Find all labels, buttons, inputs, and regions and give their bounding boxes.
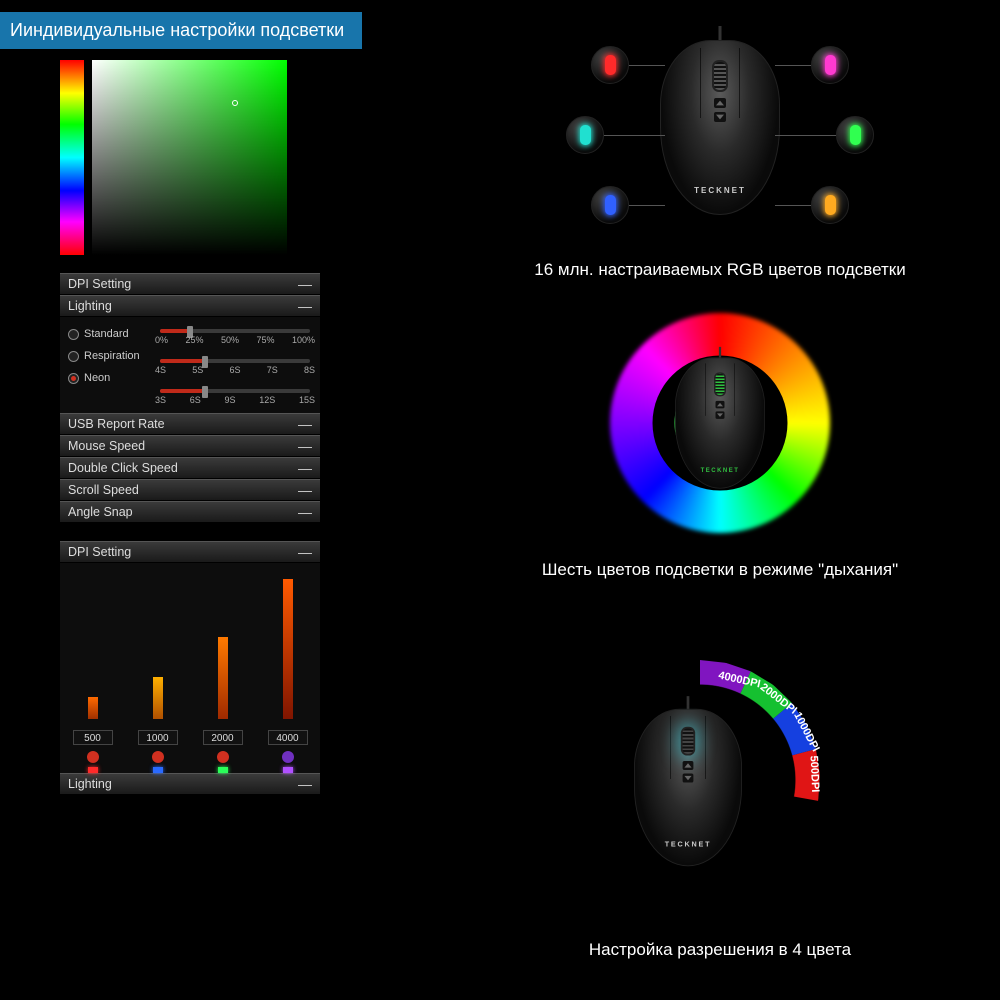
color-badge <box>566 116 604 154</box>
color-badge <box>836 116 874 154</box>
dpi-value: 4000 <box>268 730 308 745</box>
slider-ticks: 0%25%50%75%100% <box>155 335 315 345</box>
connector-line <box>604 135 665 136</box>
dpi-bar-fill <box>218 637 228 719</box>
mode-label: Standard <box>84 328 129 340</box>
dpi-value: 2000 <box>203 730 243 745</box>
mode-label: Respiration <box>84 350 140 362</box>
connector-line <box>629 205 665 206</box>
lighting-body: Standard 0%25%50%75%100% Respiration 4S5… <box>60 317 320 413</box>
collapse-icon: — <box>298 295 312 317</box>
right-column: TECKNET 16 млн. настраиваемых RGB цветов… <box>470 10 970 960</box>
lighting-slider[interactable] <box>160 389 310 393</box>
dpi-led-icon <box>153 767 163 773</box>
caption-breathing: Шесть цветов подсветки в режиме "дыхания… <box>470 560 970 580</box>
color-badge <box>811 46 849 84</box>
connector-line <box>775 65 811 66</box>
brand-label: TECKNET <box>675 467 765 474</box>
brand-label: TECKNET <box>660 186 780 195</box>
settings-bar[interactable]: USB Report Rate— <box>60 413 320 435</box>
connector-line <box>775 205 811 206</box>
color-badge <box>811 186 849 224</box>
dpi-dot-icon[interactable] <box>87 751 99 763</box>
collapse-icon: — <box>298 273 312 295</box>
dpi-dot-icon[interactable] <box>152 751 164 763</box>
settings-bar[interactable]: Scroll Speed— <box>60 479 320 501</box>
color-badge <box>591 186 629 224</box>
radio-icon[interactable] <box>68 351 79 362</box>
caption-16m: 16 млн. настраиваемых RGB цветов подсвет… <box>470 260 970 280</box>
dpi-led-icon <box>88 767 98 773</box>
dpi-led-icon <box>218 767 228 773</box>
color-badge <box>591 46 629 84</box>
mouse-illustration: TECKNET <box>634 709 742 867</box>
dpi-fan: 500DPI1000DPI2000DPI4000DPI TECKNET <box>540 640 900 900</box>
lighting-slider[interactable] <box>160 329 310 333</box>
brand-label: TECKNET <box>634 840 742 848</box>
hue-slider[interactable] <box>60 60 84 255</box>
radio-icon[interactable] <box>68 373 79 384</box>
connector-line <box>629 65 665 66</box>
dpi-dot-icon[interactable] <box>282 751 294 763</box>
collapse-icon: — <box>298 773 312 795</box>
settings-bar[interactable]: Mouse Speed— <box>60 435 320 457</box>
color-picker[interactable] <box>60 60 350 255</box>
mode-label: Neon <box>84 372 110 384</box>
collapse-icon: — <box>298 541 312 563</box>
dpi-value: 500 <box>73 730 113 745</box>
dpi-value: 1000 <box>138 730 178 745</box>
header-title: Ииндивидуальные настройки подсветки <box>10 20 344 40</box>
collapse-icon: — <box>298 435 312 457</box>
lighting-slider[interactable] <box>160 359 310 363</box>
section-breathing: TECKNET Шесть цветов подсветки в режиме … <box>470 298 970 628</box>
connector-line <box>775 135 836 136</box>
satval-cursor[interactable] <box>232 100 238 106</box>
saturation-value-box[interactable] <box>92 60 287 255</box>
lighting-mode-row[interactable]: Respiration <box>68 345 312 367</box>
settings-bar[interactable]: Double Click Speed— <box>60 457 320 479</box>
section-dpi: 500DPI1000DPI2000DPI4000DPI TECKNET Наст… <box>470 640 970 960</box>
settings-bar[interactable]: Angle Snap— <box>60 501 320 523</box>
bar-dpi-setting-2[interactable]: DPI Setting— <box>60 541 320 563</box>
slider-ticks: 3S6S9S12S15S <box>155 395 315 405</box>
section-16m: TECKNET 16 млн. настраиваемых RGB цветов… <box>470 10 970 280</box>
rainbow-ring: TECKNET <box>595 298 845 548</box>
collapse-icon: — <box>298 479 312 501</box>
collapse-icon: — <box>298 501 312 523</box>
dpi-led-icon <box>283 767 293 773</box>
dpi-body: 500 1000 2000 <box>60 563 320 773</box>
collapse-icon: — <box>298 413 312 435</box>
mouse-illustration: TECKNET <box>660 40 780 215</box>
bar-dpi-setting[interactable]: DPI Setting— <box>60 273 320 295</box>
header-banner: Ииндивидуальные настройки подсветки <box>0 12 362 49</box>
dpi-bar-fill <box>283 579 293 719</box>
bar-lighting-2[interactable]: Lighting— <box>60 773 320 795</box>
collapse-icon: — <box>298 457 312 479</box>
caption-dpi: Настройка разрешения в 4 цвета <box>470 940 970 960</box>
radio-icon[interactable] <box>68 329 79 340</box>
mouse-illustration: TECKNET <box>675 357 765 488</box>
dpi-bar-fill <box>88 697 98 719</box>
settings-panel-1: DPI Setting— Lighting— Standard 0%25%50%… <box>60 273 320 523</box>
bar-lighting[interactable]: Lighting— <box>60 295 320 317</box>
dpi-bar-fill <box>153 677 163 719</box>
slider-ticks: 4S5S6S7S8S <box>155 365 315 375</box>
dpi-panel: DPI Setting— 500 1000 <box>60 541 320 795</box>
dpi-dot-icon[interactable] <box>217 751 229 763</box>
left-column: DPI Setting— Lighting— Standard 0%25%50%… <box>60 60 350 795</box>
